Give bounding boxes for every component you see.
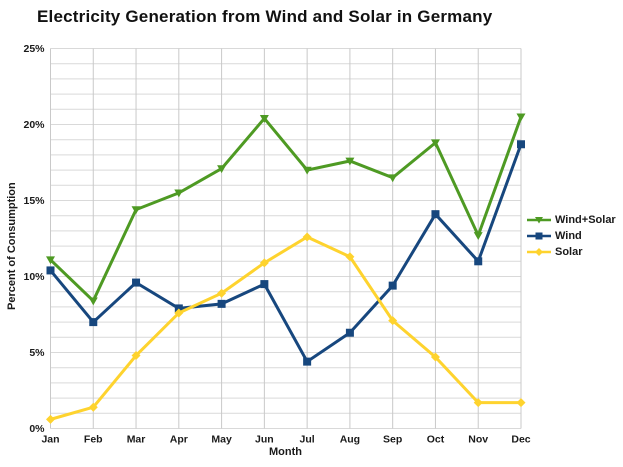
legend-item-wind: Wind bbox=[527, 229, 616, 242]
marker-wind-solar-sep bbox=[388, 174, 398, 183]
marker-wind-jun bbox=[260, 280, 269, 289]
x-tick-label: Apr bbox=[170, 434, 188, 446]
x-tick-label: Jan bbox=[41, 434, 59, 446]
marker-wind-solar-jan bbox=[46, 256, 55, 265]
y-tick-label: 25% bbox=[23, 43, 45, 55]
marker-solar-nov bbox=[473, 398, 483, 408]
marker-solar-jul bbox=[302, 232, 312, 242]
marker-solar-sep bbox=[388, 316, 398, 326]
marker-solar-dec bbox=[516, 398, 526, 408]
x-axis-title: Month bbox=[269, 446, 302, 458]
marker-wind-mar bbox=[132, 278, 141, 287]
legend-item-wind-solar: Wind+Solar bbox=[527, 213, 616, 226]
marker-wind-solar-dec bbox=[516, 113, 526, 122]
y-tick-label: 5% bbox=[29, 347, 45, 359]
marker-wind-may bbox=[217, 299, 226, 308]
x-tick-label: Nov bbox=[468, 434, 488, 446]
legend-marker-solar-icon bbox=[527, 247, 551, 256]
marker-wind-jan bbox=[46, 266, 55, 275]
x-tick-label: Oct bbox=[427, 434, 445, 446]
marker-wind-nov bbox=[474, 257, 483, 266]
x-tick-label: Dec bbox=[511, 434, 530, 446]
x-tick-label: Jun bbox=[255, 434, 274, 446]
marker-solar-oct bbox=[430, 352, 440, 362]
marker-wind-oct bbox=[431, 210, 440, 219]
marker-wind-jul bbox=[303, 357, 312, 366]
marker-solar-apr bbox=[174, 308, 184, 318]
marker-wind-sep bbox=[388, 281, 397, 290]
y-tick-label: 0% bbox=[29, 423, 45, 435]
legend-label-wind: Wind bbox=[555, 229, 582, 242]
series-line-wind bbox=[49, 143, 523, 364]
marker-solar-feb bbox=[88, 402, 98, 412]
marker-solar-aug bbox=[345, 252, 355, 262]
marker-wind-solar-may bbox=[217, 165, 227, 174]
marker-wind-aug bbox=[345, 328, 354, 337]
x-tick-label: Sep bbox=[383, 434, 402, 446]
marker-wind-solar-apr bbox=[174, 189, 184, 198]
series-line-wind-solar bbox=[49, 116, 523, 304]
marker-solar-jun bbox=[259, 258, 269, 268]
marker-wind-solar-oct bbox=[430, 139, 440, 148]
y-tick-label: 10% bbox=[23, 271, 45, 283]
marker-wind-solar-jul bbox=[302, 166, 312, 175]
x-tick-label: May bbox=[211, 434, 232, 446]
y-tick-label: 15% bbox=[23, 195, 45, 207]
x-tick-label: Feb bbox=[84, 434, 103, 446]
y-tick-label: 20% bbox=[23, 119, 45, 131]
legend-item-solar: Solar bbox=[527, 245, 616, 258]
marker-wind-solar-jun bbox=[259, 115, 269, 123]
legend: Wind+Solar Wind Solar bbox=[527, 213, 616, 258]
legend-marker-wind-solar-icon bbox=[527, 216, 551, 223]
marker-wind-feb bbox=[89, 318, 98, 327]
marker-wind-apr bbox=[174, 304, 183, 313]
legend-label-wind-solar: Wind+Solar bbox=[555, 213, 616, 226]
marker-wind-solar-mar bbox=[131, 206, 141, 215]
marker-wind-dec bbox=[517, 140, 525, 149]
marker-solar-mar bbox=[131, 351, 141, 361]
marker-wind-solar-aug bbox=[345, 157, 355, 166]
x-tick-label: Jul bbox=[300, 434, 315, 446]
chart-title: Electricity Generation from Wind and Sol… bbox=[37, 7, 493, 26]
marker-wind-solar-nov bbox=[473, 232, 483, 240]
marker-wind-solar-feb bbox=[88, 297, 98, 306]
marker-solar-may bbox=[217, 288, 227, 298]
legend-label-solar: Solar bbox=[555, 245, 583, 258]
x-tick-label: Aug bbox=[340, 434, 360, 446]
x-tick-label: Mar bbox=[127, 434, 146, 446]
legend-marker-wind-icon bbox=[527, 232, 551, 239]
marker-solar-jan bbox=[46, 414, 55, 424]
series-line-solar bbox=[50, 235, 521, 421]
